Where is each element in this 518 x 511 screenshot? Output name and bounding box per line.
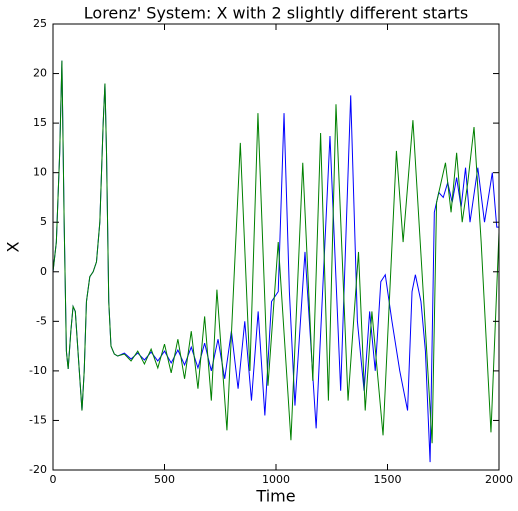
plot-frame <box>52 23 500 471</box>
x-axis-label: Time <box>255 487 295 506</box>
y-tick-label: -15 <box>29 413 47 426</box>
y-tick-label: 15 <box>33 116 47 129</box>
y-tick-label: 5 <box>40 215 47 228</box>
y-axis-label: X <box>4 241 23 252</box>
y-tick-label: 10 <box>33 166 47 179</box>
x-tick-label: 0 <box>50 473 57 486</box>
series-line <box>52 60 500 444</box>
y-tick-label: -10 <box>29 364 47 377</box>
x-tick-label: 500 <box>154 473 175 486</box>
y-tick-label: -5 <box>36 314 47 327</box>
x-tick-label: 1500 <box>374 473 402 486</box>
chart-title: Lorenz' System: X with 2 slightly differ… <box>84 4 468 23</box>
x-tick-label: 2000 <box>485 473 513 486</box>
y-tick-label: 25 <box>33 17 47 30</box>
series-line <box>52 60 499 463</box>
y-tick-label: 0 <box>40 265 47 278</box>
x-tick-label: 1000 <box>262 473 290 486</box>
y-tick-label: 20 <box>33 67 47 80</box>
y-tick-label: -20 <box>29 463 47 476</box>
